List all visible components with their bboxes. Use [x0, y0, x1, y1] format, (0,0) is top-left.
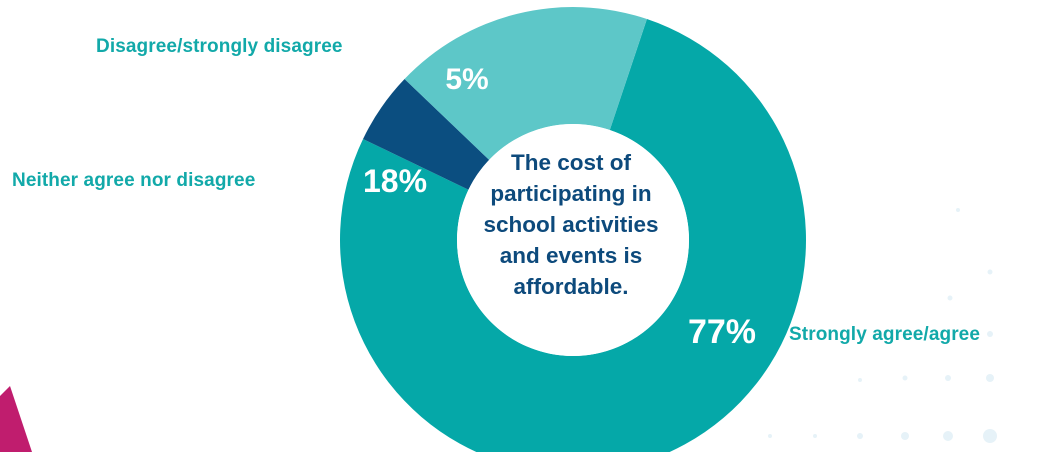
- value-label-disagree: 5%: [445, 63, 488, 96]
- decor-dot: [947, 295, 953, 301]
- decor-dot: [945, 375, 951, 381]
- decor-dot: [986, 374, 994, 382]
- decor-dot: [956, 208, 960, 212]
- decor-dot: [987, 331, 993, 337]
- chart-center-statement: The cost of participating in school acti…: [483, 150, 659, 299]
- corner-accent-shape: [0, 386, 32, 452]
- decor-dot: [983, 429, 997, 443]
- decor-dot: [943, 431, 953, 441]
- decor-dot: [857, 433, 863, 439]
- decor-dot: [987, 269, 993, 275]
- category-label-neither: Neither agree nor disagree: [12, 170, 256, 191]
- donut-slice-agree: [340, 19, 806, 452]
- decor-dot: [901, 432, 909, 440]
- category-label-agree: Strongly agree/agree: [789, 324, 981, 345]
- decor-dot: [813, 434, 817, 438]
- decor-dot: [768, 434, 772, 438]
- decor-dot: [902, 375, 908, 381]
- donut-slice-neither: [404, 6, 647, 160]
- decor-dot: [858, 378, 862, 382]
- category-label-disagree: Disagree/strongly disagree: [96, 36, 343, 57]
- donut-slice-disagree: [363, 79, 490, 190]
- decor-dot: [903, 334, 907, 338]
- donut-center-hole: [457, 124, 689, 356]
- value-label-neither: 18%: [363, 163, 427, 199]
- decor-dot: [945, 337, 951, 343]
- value-label-agree: 77%: [688, 313, 756, 351]
